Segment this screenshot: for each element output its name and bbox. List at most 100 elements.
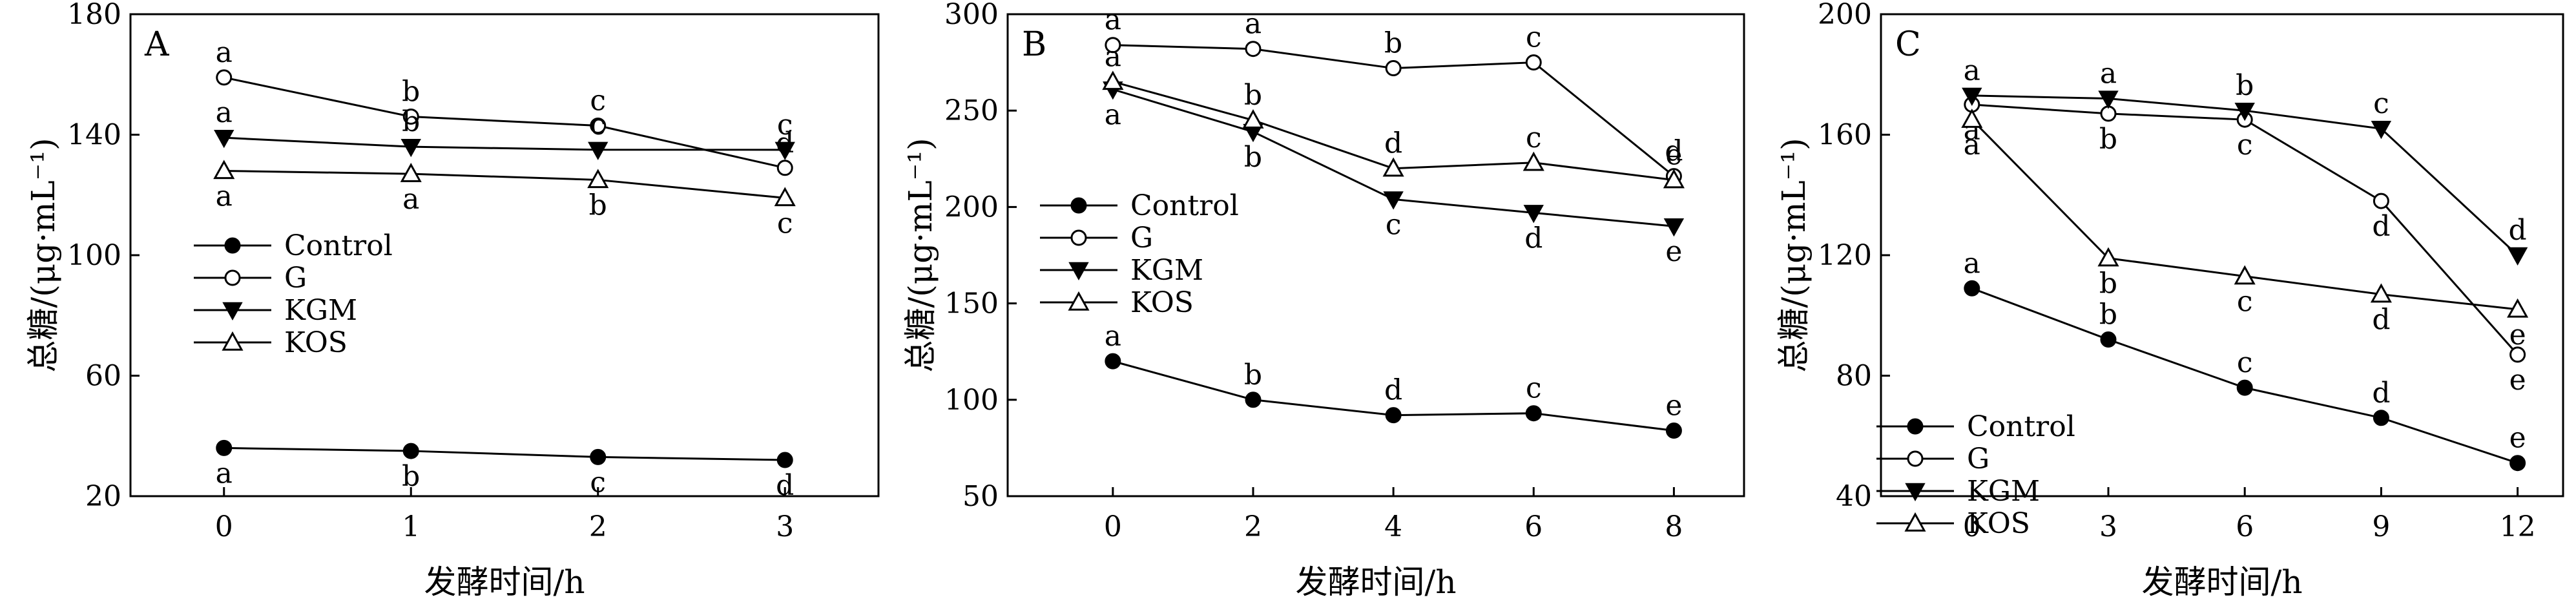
series-control: a b d c e xyxy=(1105,320,1682,439)
data-point xyxy=(2098,90,2119,109)
data-point xyxy=(1242,109,1264,129)
legend-marker xyxy=(222,302,243,321)
x-tick-label: 6 xyxy=(1524,510,1542,543)
significance-label: b xyxy=(2099,123,2117,156)
data-point xyxy=(216,69,233,86)
significance-label: c xyxy=(777,109,793,141)
significance-label: b xyxy=(589,189,607,222)
series-line xyxy=(223,76,785,169)
significance-label: a xyxy=(1964,247,1980,280)
legend-marker xyxy=(1068,291,1090,311)
y-tick-label: 40 xyxy=(1836,480,1872,513)
significance-label: a xyxy=(1245,8,1262,41)
data-point xyxy=(1383,191,1404,210)
data-point xyxy=(776,160,793,176)
series-control: a b c d e xyxy=(1964,247,2526,472)
x-axis-label: 发酵时间/h xyxy=(1295,563,1456,601)
significance-label: d xyxy=(2372,377,2390,410)
series-kos: a a bc xyxy=(213,160,796,240)
x-tick-label: 8 xyxy=(1665,510,1683,543)
data-point xyxy=(2371,120,2392,140)
significance-label: b xyxy=(1244,359,1262,392)
significance-label: e xyxy=(1665,139,1682,172)
data-point xyxy=(2236,379,2253,396)
data-point xyxy=(1665,423,1682,439)
data-point xyxy=(402,443,419,459)
legend-label: KGM xyxy=(284,294,357,327)
significance-label: b xyxy=(2236,69,2254,102)
significance-label: c xyxy=(777,207,793,240)
legend-label: G xyxy=(1130,222,1153,255)
data-point xyxy=(1385,60,1402,77)
data-point xyxy=(2097,247,2119,267)
data-point xyxy=(1385,407,1402,424)
data-point xyxy=(2373,410,2389,426)
data-point xyxy=(214,129,234,149)
y-tick-label: 140 xyxy=(67,119,121,152)
chart-panel-a: 20 60 100 140 180 0 1 2 3 发酵时间/h 总糖/(μg·mL⁻¹) Aa b c d… xyxy=(25,0,880,601)
chart-panel-b: 50 100 150 200 250 300 0 2 4 6 8 发酵时间/h 总糖/(μg·mL⁻¹)… xyxy=(902,0,1745,601)
significance-label: b xyxy=(1384,27,1402,60)
data-point xyxy=(2234,265,2256,285)
series-kos: a b d c e xyxy=(1102,40,1685,189)
significance-label: a xyxy=(1964,129,1980,162)
data-point xyxy=(2100,331,2117,348)
data-point xyxy=(1382,157,1404,177)
data-point xyxy=(776,452,793,468)
y-tick-label: 180 xyxy=(67,0,121,31)
x-axis-label: 发酵时间/h xyxy=(2141,563,2302,601)
significance-label: b xyxy=(1244,141,1262,174)
legend-label: Control xyxy=(1130,189,1239,222)
x-tick-label: 3 xyxy=(2099,510,2117,543)
plot-frame xyxy=(1006,13,1745,497)
significance-label: a xyxy=(216,457,233,490)
significance-label: e xyxy=(2509,319,2526,351)
significance-label: b xyxy=(2099,267,2117,300)
x-tick-label: 0 xyxy=(215,510,233,543)
significance-label: a xyxy=(1105,40,1121,73)
legend-marker xyxy=(1904,512,1926,532)
data-point xyxy=(1102,70,1124,90)
y-tick-label: 200 xyxy=(1818,0,1872,31)
legend-label: KGM xyxy=(1967,475,2040,508)
y-tick-label: 100 xyxy=(944,384,999,417)
significance-label: b xyxy=(1244,79,1262,112)
panel-letter: B xyxy=(1022,25,1046,64)
significance-label: c xyxy=(1526,372,1542,405)
data-point xyxy=(1522,151,1544,171)
series-kgm: a a bcd xyxy=(1962,54,2528,266)
y-tick-label: 160 xyxy=(1818,119,1872,152)
significance-label: d xyxy=(776,469,794,502)
significance-label: a xyxy=(402,183,419,216)
y-tick-label: 100 xyxy=(67,239,121,272)
legend-label: G xyxy=(284,262,307,295)
significance-label: c xyxy=(2237,286,2253,319)
legend-marker xyxy=(1907,450,1924,467)
significance-label: d xyxy=(1524,222,1542,255)
data-point xyxy=(1961,109,1983,128)
data-point xyxy=(2370,283,2392,303)
x-tick-label: 2 xyxy=(1244,510,1262,543)
data-point xyxy=(590,448,607,465)
y-tick-label: 60 xyxy=(85,360,121,393)
legend-marker xyxy=(1068,262,1089,281)
y-tick-label: 300 xyxy=(944,0,999,31)
significance-label: a xyxy=(216,36,233,69)
legend-label: Control xyxy=(284,229,393,262)
data-point xyxy=(213,160,235,180)
data-point xyxy=(1525,54,1542,71)
data-point xyxy=(2234,103,2255,121)
significance-label: a xyxy=(2100,57,2117,90)
series-control: a b c d xyxy=(216,439,794,502)
y-tick-label: 250 xyxy=(944,94,999,127)
significance-label: d xyxy=(2509,214,2527,247)
significance-label: b xyxy=(402,76,420,109)
significance-label: d xyxy=(2372,304,2390,337)
